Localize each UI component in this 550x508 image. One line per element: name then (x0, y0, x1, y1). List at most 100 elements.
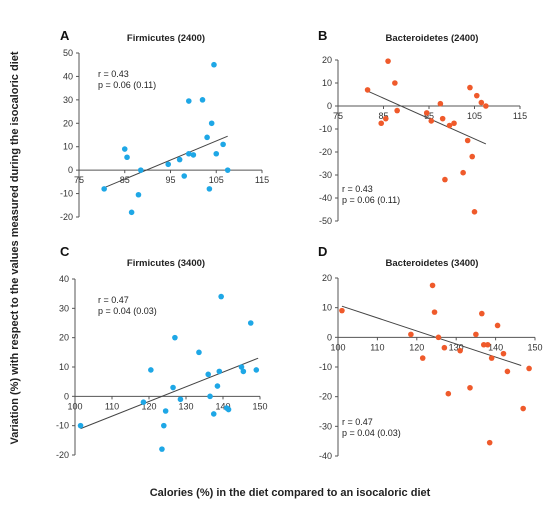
y-tick-label: 10 (322, 303, 332, 313)
y-tick-label: -40 (319, 193, 332, 203)
data-point (135, 191, 142, 198)
data-point (220, 141, 226, 148)
y-tick-label: -40 (319, 451, 332, 461)
y-tick-label: 20 (59, 333, 69, 343)
data-point (77, 422, 84, 429)
data-point (213, 150, 220, 157)
y-tick-label: 50 (63, 48, 73, 58)
data-point (216, 368, 223, 375)
x-tick-label: 120 (141, 401, 156, 411)
r-value-label: r = 0.47 (342, 417, 373, 427)
data-point (148, 367, 154, 373)
regression-line (341, 305, 522, 366)
data-point (208, 120, 215, 127)
data-point (176, 156, 183, 163)
data-point (471, 209, 478, 215)
data-point (378, 120, 385, 127)
data-point (165, 161, 172, 168)
data-point (199, 97, 206, 103)
figure-ylabel: Variation (%) with respect to the values… (9, 51, 21, 444)
x-tick-label: 95 (165, 175, 175, 185)
p-value-label: p = 0.06 (0.11) (342, 195, 400, 205)
x-tick-label: 115 (513, 111, 527, 121)
data-point (429, 282, 436, 289)
y-tick-label: -20 (319, 392, 332, 402)
panel-a: A Firmicutes (2400) -20 -10 0 10 20 30 40 50 75 85 9… (60, 28, 269, 222)
data-point (172, 334, 178, 341)
data-point (128, 209, 135, 216)
p-value-label: p = 0.04 (0.03) (342, 428, 401, 438)
y-tick-label: 20 (322, 273, 332, 283)
x-tick-label: 85 (120, 175, 130, 185)
y-tick-label: 0 (64, 391, 69, 401)
data-point (210, 411, 217, 417)
panel-d: D Bacteroidetes (3400) -40 -30 -20 -10 0 10 20 10… (318, 244, 543, 461)
data-point (467, 84, 473, 91)
y-tick-label: 10 (59, 362, 69, 372)
panel-letter: C (60, 244, 70, 259)
data-point (124, 154, 130, 161)
data-point (170, 384, 176, 391)
data-point (437, 100, 444, 107)
data-point (473, 331, 479, 338)
x-tick-label: 75 (74, 175, 84, 185)
data-point (484, 341, 491, 348)
panel-b: B Bacteroidetes (2400) -50 -40 -30 -20 -10 0 10 2… (318, 28, 527, 226)
data-point (205, 371, 211, 378)
data-point (240, 368, 247, 375)
y-tick-label: -20 (60, 212, 73, 222)
data-point (224, 167, 231, 173)
data-point (478, 99, 485, 106)
data-point (247, 320, 254, 326)
y-tick-label: -20 (319, 147, 332, 157)
data-point (439, 115, 446, 122)
data-point (423, 110, 430, 116)
y-tick-label: -10 (319, 362, 332, 372)
y-tick-label: 10 (322, 78, 332, 88)
panel-title: Firmicutes (2400) (127, 33, 205, 44)
data-point (382, 115, 389, 122)
y-tick-label: -30 (319, 421, 332, 431)
data-point (339, 307, 345, 314)
regression-line (103, 135, 228, 189)
data-point (464, 137, 471, 144)
y-tick-label: 40 (59, 274, 69, 284)
data-point (186, 98, 192, 104)
data-point (225, 406, 232, 413)
data-point (364, 87, 371, 93)
data-point (494, 322, 501, 329)
regression-line (367, 90, 487, 145)
data-point (469, 153, 476, 160)
data-point (486, 439, 493, 446)
data-point (442, 176, 448, 183)
data-point (451, 120, 457, 127)
y-tick-label: -30 (319, 170, 332, 180)
y-tick-label: 30 (63, 95, 73, 105)
data-point (419, 355, 426, 361)
x-tick-label: 130 (449, 342, 464, 352)
data-point (445, 390, 452, 397)
y-tick-label: -10 (319, 124, 332, 134)
data-point (441, 344, 448, 351)
data-point (392, 80, 398, 86)
data-point (181, 173, 188, 179)
x-tick-label: 140 (215, 401, 230, 411)
data-point (488, 355, 495, 361)
y-tick-label: 0 (327, 332, 332, 342)
panel-letter: A (60, 28, 70, 43)
y-tick-label: 0 (327, 101, 332, 111)
y-tick-label: 30 (59, 303, 69, 313)
data-point (140, 399, 147, 406)
data-point (394, 107, 400, 114)
data-point (177, 396, 184, 403)
data-point (204, 134, 210, 141)
x-tick-label: 120 (409, 342, 424, 352)
x-tick-label: 85 (378, 111, 388, 121)
data-point (526, 365, 532, 372)
x-tick-label: 105 (209, 175, 224, 185)
x-tick-label: 150 (527, 342, 542, 352)
data-point (479, 310, 485, 317)
panel-letter: D (318, 244, 327, 259)
r-value-label: r = 0.43 (342, 184, 373, 194)
data-point (408, 331, 414, 338)
